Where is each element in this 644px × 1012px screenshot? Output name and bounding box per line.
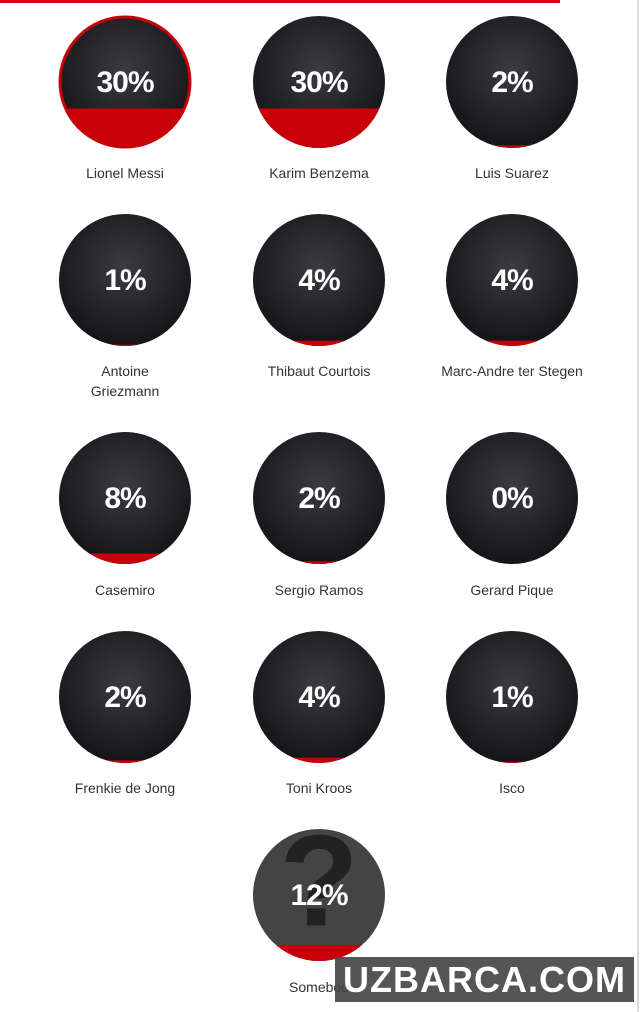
vote-percent: 4% — [298, 681, 340, 714]
vote-percent: 4% — [298, 264, 340, 297]
player-photo — [446, 214, 578, 346]
vote-fill — [253, 340, 385, 346]
vote-fill — [446, 340, 578, 346]
top-bar — [0, 0, 560, 3]
vote-fill — [253, 757, 385, 763]
selected-ring — [58, 15, 192, 149]
player-name: Isco — [499, 780, 525, 796]
player-photo — [446, 432, 578, 564]
player-photo — [59, 214, 191, 346]
vote-fill — [446, 761, 578, 763]
player-name: Casemiro — [95, 582, 155, 598]
vote-percent: 2% — [298, 482, 340, 515]
player-name: Gerard Pique — [470, 582, 554, 598]
player-name: Antoine Griezmann — [90, 363, 160, 399]
player-name: Somebod — [289, 979, 349, 995]
player-name: Frenkie de Jong — [74, 780, 176, 796]
vote-percent: 12% — [290, 879, 347, 912]
vote-percent: 4% — [491, 264, 533, 297]
watermark: UZBARCA.COM — [335, 957, 634, 1002]
player-name: Lionel Messi — [86, 165, 164, 181]
vote-percent: 2% — [491, 66, 533, 99]
player-name: Sergio Ramos — [274, 582, 364, 598]
vote-fill — [59, 344, 191, 346]
player-name: Luis Suarez — [475, 165, 549, 181]
player-name: Thibaut Courtois — [267, 363, 371, 379]
player-photo — [59, 432, 191, 564]
vote-fill — [59, 760, 191, 763]
player-photo — [253, 214, 385, 346]
player-photo — [253, 631, 385, 763]
player-photo — [253, 829, 385, 961]
vote-fill — [59, 553, 191, 564]
player-name: Karim Benzema — [269, 165, 369, 181]
vote-percent: 1% — [104, 264, 146, 297]
vote-fill — [253, 108, 385, 148]
player-name: Marc-Andre ter Stegen — [441, 363, 583, 379]
vote-percent: 30% — [290, 66, 347, 99]
vote-percent: 1% — [491, 681, 533, 714]
vote-fill — [446, 145, 578, 148]
player-photo — [446, 631, 578, 763]
player-photo — [59, 631, 191, 763]
vote-percent: 8% — [104, 482, 146, 515]
vote-percent: 0% — [491, 482, 533, 515]
player-photo — [446, 16, 578, 148]
player-photo — [253, 432, 385, 564]
question-mark: ? — [279, 807, 358, 953]
player-name: Toni Kroos — [285, 780, 353, 796]
vote-fill — [253, 561, 385, 564]
vote-percent: 2% — [104, 681, 146, 714]
vote-percent: 30% — [96, 66, 153, 99]
